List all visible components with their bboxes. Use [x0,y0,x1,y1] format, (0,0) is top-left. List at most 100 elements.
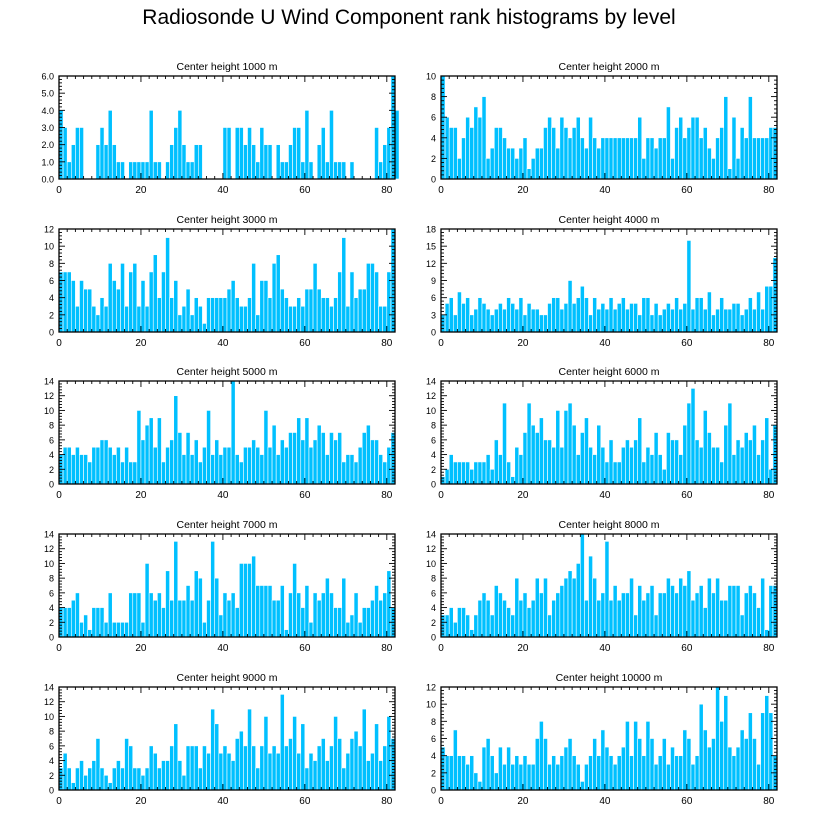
histogram-bar [711,158,716,180]
histogram-bar [370,599,375,638]
histogram-bar [645,592,651,638]
histogram-bar [173,541,179,638]
histogram-bar [177,314,183,333]
figure-title: Radiosonde U Wind Component rank histogr… [142,6,676,29]
histogram-bar [620,446,626,485]
histogram-bar [230,380,236,485]
y-tick-label: 10 [426,72,436,82]
histogram-bar [292,127,297,180]
histogram-bar [461,607,466,638]
histogram-bar [312,263,318,333]
histogram-bar [571,577,577,638]
histogram-bar [226,446,232,485]
histogram-bar [79,280,84,333]
histogram-bar [255,446,261,485]
y-tick-label: 8 [431,717,436,727]
histogram-bar [140,621,146,638]
histogram-bar [120,263,125,333]
histogram-bar [604,461,610,485]
histogram-bar [580,781,585,791]
histogram-bar [247,127,252,180]
histogram-bar [218,614,224,638]
histogram-bar [136,592,142,638]
histogram-bar [75,305,80,333]
histogram-bar [308,161,314,180]
y-tick-label: 12 [426,259,436,269]
histogram-bar [316,424,322,485]
y-tick-label: 2 [49,465,54,475]
histogram-bar [152,752,158,791]
histogram-bar [70,599,76,638]
histogram-bar [107,782,113,791]
panel-title: Center height 9000 m [177,672,278,684]
histogram-bar [756,291,761,333]
histogram-bar [707,291,712,333]
histogram-bar [563,577,569,638]
histogram-bar [320,738,326,791]
histogram-bar [193,570,199,638]
histogram-bar [148,417,154,485]
histogram-bar [756,607,761,638]
x-tick-label: 60 [681,185,693,196]
histogram-panel: Center height 8000 m 0 20 40 60 80 0 2 4 6 8 10 12 14 [426,519,778,654]
histogram-bar [592,738,598,791]
histogram-bar [764,137,770,180]
histogram-bar [87,288,93,333]
histogram-bar [518,147,524,180]
histogram-bar [739,446,745,485]
histogram-bar [136,767,142,791]
histogram-bar [551,599,557,638]
histogram-bar [563,746,569,791]
histogram-bar [543,577,548,638]
y-tick-label: 1.0 [41,157,54,167]
histogram-bar [251,263,256,333]
y-tick-label: 2 [49,310,54,320]
histogram-bar [768,285,774,333]
histogram-bar [144,767,150,791]
histogram-bar [120,621,125,638]
histogram-bar [457,158,462,180]
histogram-bar [637,116,643,180]
histogram-bar [694,116,700,180]
histogram-bar [719,461,725,485]
histogram-bar [284,297,289,333]
histogram-bar [275,454,281,485]
histogram-bar [263,144,269,180]
histogram-bar [670,308,675,333]
histogram-bar [165,446,170,485]
histogram-bar [448,127,454,180]
histogram-bar [571,424,577,485]
histogram-bar [649,738,655,791]
histogram-bar [735,439,741,485]
histogram-bar [161,271,166,333]
histogram-bar [448,297,454,333]
histogram-panel: Center height 1000 m 0 20 40 60 80 0.0 1.0 2.0 3.… [41,61,400,196]
y-tick-label: 2 [49,771,54,781]
histogram-bar [719,297,725,333]
histogram-bar [571,127,577,180]
histogram-bar [588,116,593,180]
histogram-bar [148,110,154,180]
y-tick-label: 6 [431,734,436,744]
histogram-bar [596,424,602,485]
histogram-bar [79,454,84,485]
histogram-bar [206,599,211,638]
histogram-bar [251,144,256,180]
histogram-bar [83,614,88,638]
histogram-bar [752,424,757,485]
histogram-bar [498,127,503,180]
histogram-bar [731,116,737,180]
histogram-bar [140,439,146,485]
histogram-bar [748,439,753,485]
histogram-bar [222,745,228,791]
histogram-bar [563,410,569,485]
histogram-bar [95,738,101,791]
y-tick-label: 0 [431,633,436,643]
histogram-bar [481,303,487,333]
x-tick-label: 60 [299,338,311,349]
histogram-bar [592,137,598,180]
histogram-bar [620,746,626,791]
histogram-panel: Center height 6000 m 0 20 40 60 80 0 2 4 6 8 10 12 14 [426,366,778,501]
x-tick-label: 0 [438,796,444,807]
histogram-bar [341,461,347,485]
